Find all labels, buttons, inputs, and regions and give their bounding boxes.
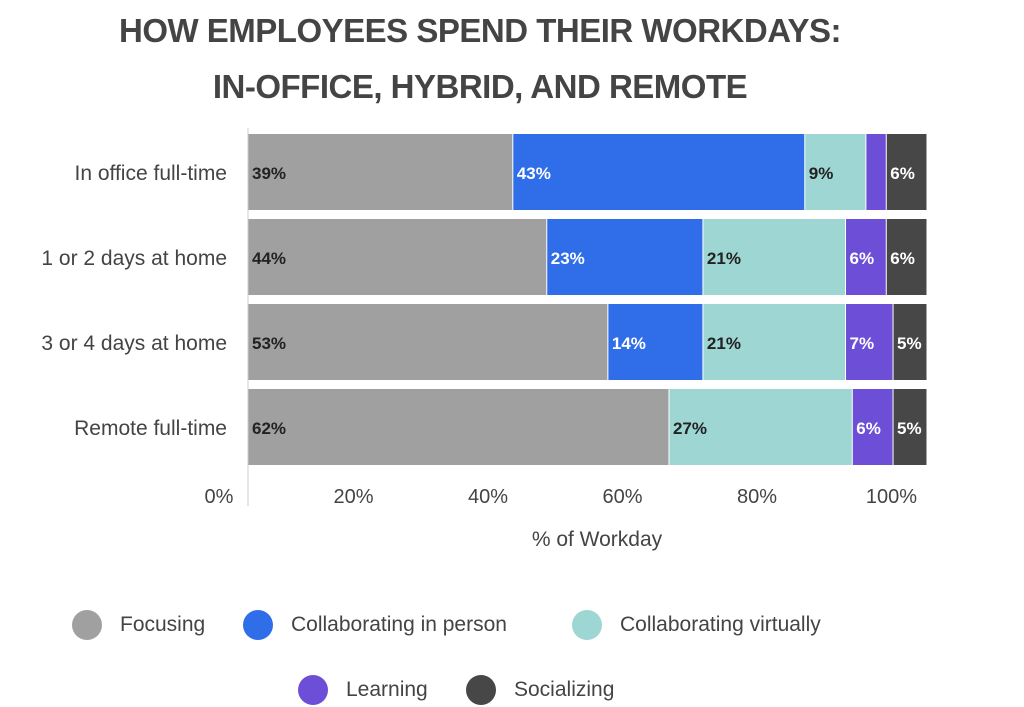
legend-item: Collaborating in person <box>243 610 507 640</box>
chart-title-line-2: IN-OFFICE, HYBRID, AND REMOTE <box>212 68 748 105</box>
legend-swatch <box>572 610 602 640</box>
bar-chart: In office full-time 39% 43% 9% 6% 1 or 2 days… <box>41 128 927 551</box>
x-tick-label: 100% <box>866 486 917 508</box>
bar-segment <box>866 134 886 210</box>
chart-title-line-1: HOW EMPLOYEES SPEND THEIR WORKDAYS: <box>118 12 842 49</box>
data-label: 43% <box>517 164 551 183</box>
category-label: In office full-time <box>74 162 227 185</box>
legend-swatch <box>72 610 102 640</box>
data-label: 7% <box>850 334 875 353</box>
bar-segment <box>248 219 547 295</box>
bar-segment <box>669 389 852 465</box>
bar-segment <box>547 219 703 295</box>
bar-segment <box>852 389 893 465</box>
legend-swatch <box>298 675 328 705</box>
bar-segment <box>805 134 866 210</box>
data-label: 5% <box>897 334 922 353</box>
bar-segment <box>886 219 927 295</box>
bar-segment <box>248 134 513 210</box>
legend-item: Socializing <box>466 675 614 705</box>
category-label: 3 or 4 days at home <box>41 332 227 355</box>
legend-swatch <box>466 675 496 705</box>
x-tick-label: 20% <box>333 486 373 508</box>
data-label: 21% <box>707 249 741 268</box>
data-label: 6% <box>856 419 881 438</box>
bar-segment <box>886 134 927 210</box>
bar-segment <box>846 304 893 380</box>
data-label: 39% <box>252 164 286 183</box>
data-label: 6% <box>890 249 915 268</box>
data-label: 62% <box>252 419 286 438</box>
bar-segment <box>248 304 608 380</box>
bar-segment <box>893 304 927 380</box>
legend-item: Learning <box>298 675 428 705</box>
category-label: Remote full-time <box>74 417 227 440</box>
legend-label: Learning <box>346 678 428 701</box>
x-tick-label: 40% <box>468 486 508 508</box>
data-label: 53% <box>252 334 286 353</box>
bar-segment <box>608 304 703 380</box>
data-label: 23% <box>551 249 585 268</box>
x-tick-label: 80% <box>737 486 777 508</box>
bar-segment <box>703 304 846 380</box>
category-label: 1 or 2 days at home <box>41 247 227 270</box>
data-label: 6% <box>890 164 915 183</box>
bar-segment <box>703 219 846 295</box>
bar-segment <box>248 389 669 465</box>
legend-label: Socializing <box>514 678 615 701</box>
legend-label: Collaborating in person <box>291 613 507 636</box>
legend-item: Collaborating virtually <box>572 610 821 640</box>
data-label: 9% <box>809 164 834 183</box>
legend-swatch <box>243 610 273 640</box>
data-label: 44% <box>252 249 286 268</box>
x-tick-label: 0% <box>205 486 234 508</box>
legend-label: Focusing <box>120 613 206 636</box>
legend-label: Collaborating virtually <box>620 613 821 636</box>
bar-segment <box>846 219 886 295</box>
x-tick-label: 60% <box>602 486 642 508</box>
x-axis-label: % of Workday <box>532 528 663 551</box>
data-label: 21% <box>707 334 741 353</box>
data-label: 27% <box>673 419 707 438</box>
data-label: 6% <box>850 249 875 268</box>
data-label: 5% <box>897 419 922 438</box>
bar-segment <box>893 389 927 465</box>
data-label: 14% <box>612 334 646 353</box>
legend-item: Focusing <box>72 610 205 640</box>
bar-segment <box>513 134 805 210</box>
